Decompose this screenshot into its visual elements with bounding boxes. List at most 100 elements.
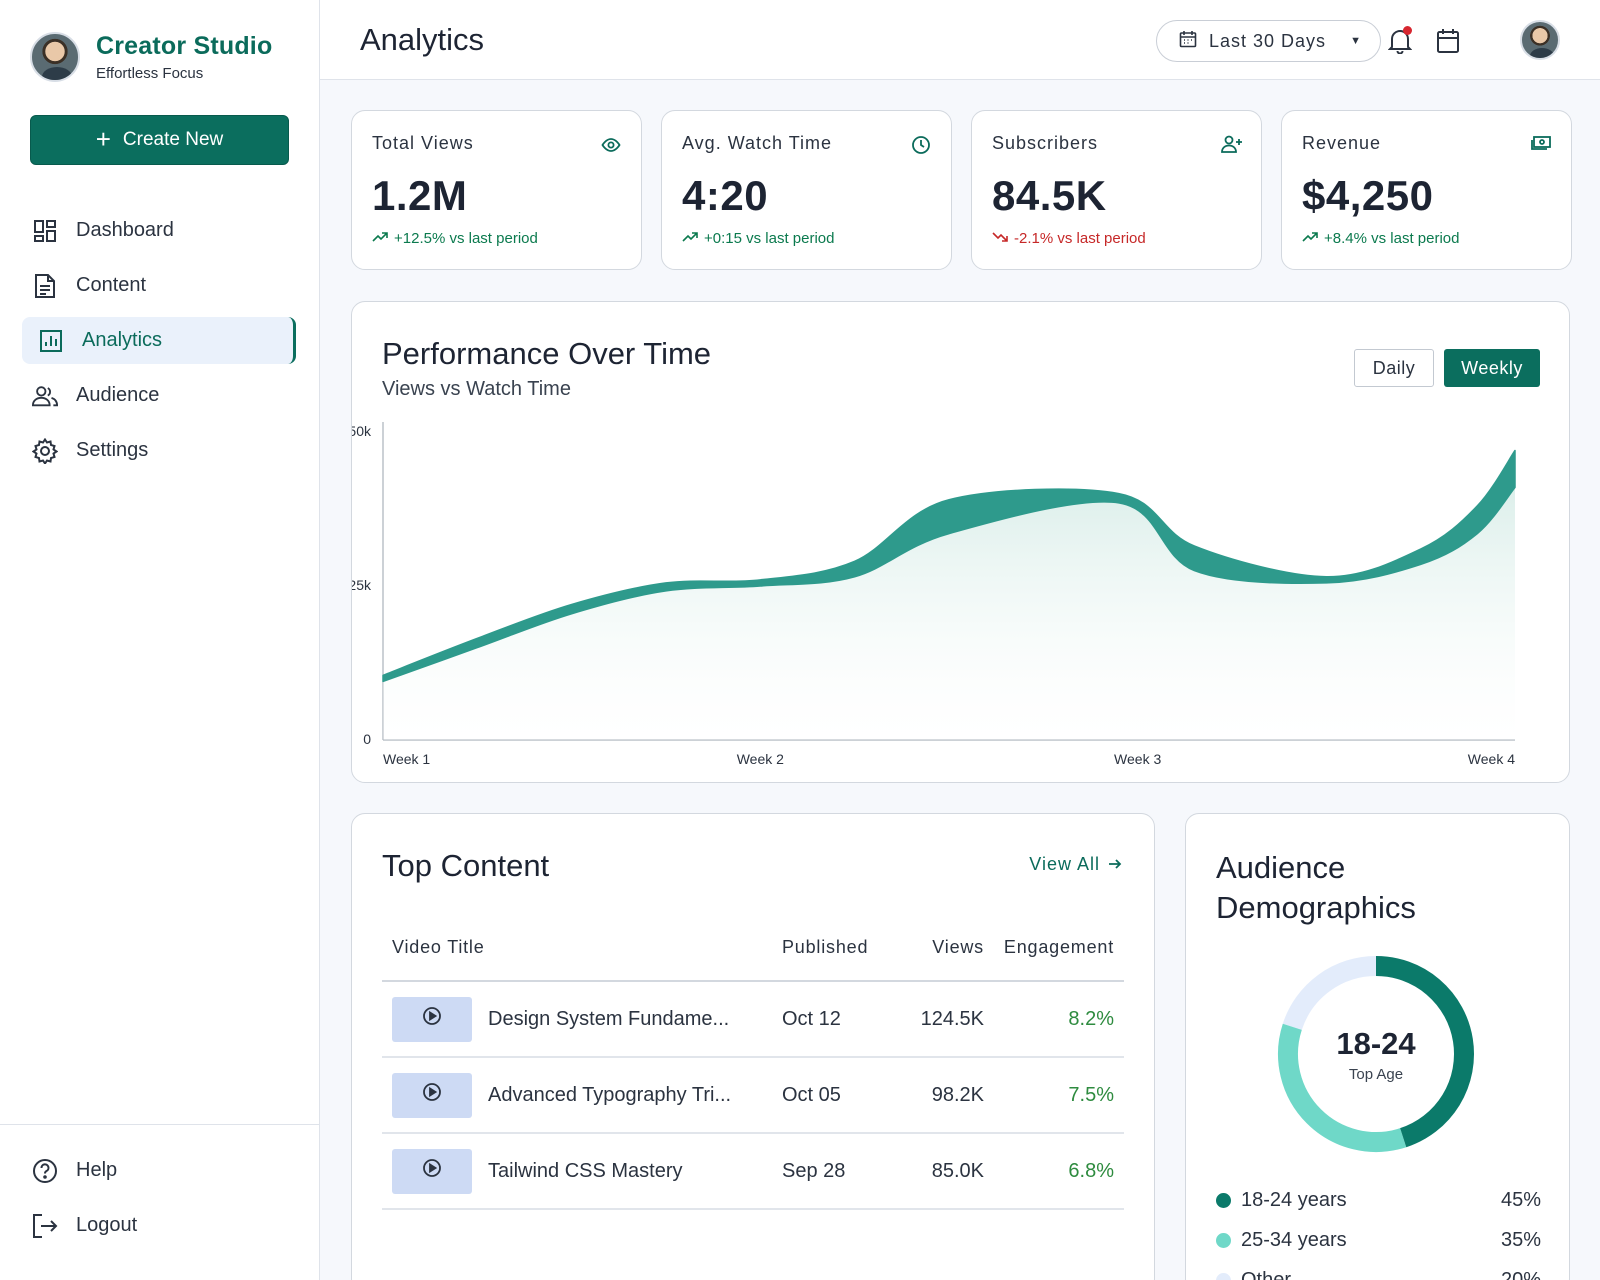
x-tick-label: Week 2 [737,751,784,767]
y-tick-label: 25k [352,577,372,593]
play-icon [422,1082,442,1108]
column-header[interactable]: Engagement [1003,936,1114,957]
gear-icon [32,437,58,464]
stat-delta: -2.1% vs last period [992,230,1239,247]
brand-subtitle: Effortless Focus [96,65,204,82]
stat-label: Total Views [372,133,474,153]
legend-dot [1216,1192,1231,1208]
donut-segment [1282,956,1377,1031]
avatar [30,32,80,82]
views-count: 98.2K [931,1083,984,1106]
stat-delta: +0:15 vs last period [682,230,929,247]
toggle-weekly-button[interactable]: Weekly [1444,349,1540,387]
top-content-table: Video Title Published Views Engagement D… [382,914,1124,1210]
document-icon [32,273,58,299]
stat-delta-text: +12.5% vs last period [394,230,538,247]
stat-label: Subscribers [992,133,1099,153]
views-count: 85.0K [931,1159,984,1182]
legend-item: Other 20% [1216,1260,1541,1280]
area-fill [383,487,1515,740]
toggle-daily-button[interactable]: Daily [1354,349,1434,387]
trend-down-icon [992,230,1008,247]
views-count: 124.5K [920,1007,984,1030]
legend-label: Other [1241,1268,1292,1280]
divider [0,1124,320,1125]
legend-dot [1216,1272,1231,1280]
column-header[interactable]: Published [782,936,869,957]
table-header: Video Title Published Views Engagement [382,914,1124,982]
create-new-label: Create New [122,129,224,150]
play-icon [422,1158,442,1184]
stat-value: 4:20 [682,172,769,219]
stat-delta: +8.4% vs last period [1302,230,1549,247]
series-band [382,449,1516,683]
sidebar-footer: Help Logout [32,1147,137,1257]
x-tick-label: Week 4 [1468,751,1515,767]
video-thumbnail[interactable] [392,1148,472,1194]
table-row[interactable]: Advanced Typography Tri... Oct 05 98.2K … [382,1058,1124,1134]
video-title-cell: Tailwind CSS Mastery [382,1148,782,1194]
brand: Creator Studio Effortless Focus [30,32,272,82]
sidebar-item-audience[interactable]: Audience [22,372,296,419]
eye-icon [601,135,621,155]
trend-up-icon [1302,230,1318,247]
video-title-cell: Design System Fundame... [382,996,782,1042]
sidebar-item-label: Audience [76,384,160,406]
y-tick-label: 0 [363,731,371,747]
avatar [1520,20,1560,60]
legend-percent: 35% [1500,1228,1541,1251]
chart-title: Performance Over Time [382,336,712,371]
user-avatar-button[interactable] [1520,20,1560,60]
video-title-cell: Advanced Typography Tri... [382,1072,782,1118]
video-title: Tailwind CSS Mastery [488,1159,683,1182]
sidebar-item-content[interactable]: Content [22,262,296,309]
sidebar-item-label: Logout [76,1214,138,1236]
sidebar-item-logout[interactable]: Logout [32,1202,137,1249]
stat-card-revenue: Revenue $4,250 +8.4% vs last period [1281,110,1572,270]
logout-icon [32,1213,58,1239]
caret-down-icon: ▼ [1350,35,1362,47]
top-content-card: Top Content View All Video Title Publish… [351,813,1155,1280]
demographics-title: Audience Demographics [1216,850,1416,925]
table-row[interactable]: Tailwind CSS Mastery Sep 28 85.0K 6.8% [382,1134,1124,1210]
stat-label: Revenue [1302,133,1382,153]
stat-value: 84.5K [992,172,1107,219]
table-row[interactable]: Design System Fundame... Oct 12 124.5K 8… [382,982,1124,1058]
create-new-button[interactable]: + Create New [30,115,289,165]
audience-demographics-card: Audience Demographics 18-24 Top Age 18-2… [1185,813,1570,1280]
legend-percent: 45% [1500,1188,1541,1211]
dashboard-icon [32,218,58,244]
demographics-legend: 18-24 years 45% 25-34 years 35% Other 20… [1216,1180,1541,1280]
column-header[interactable]: Views [932,936,984,957]
top-header: Analytics Last 30 Days ▼ [320,0,1600,80]
sidebar-item-help[interactable]: Help [32,1147,137,1194]
sidebar: Creator Studio Effortless Focus + Create… [0,0,320,1280]
sidebar-item-analytics[interactable]: Analytics [22,317,296,364]
stat-label: Avg. Watch Time [682,133,833,153]
legend-dot [1216,1232,1231,1248]
video-thumbnail[interactable] [392,996,472,1042]
audience-icon [32,383,58,409]
stat-value: 1.2M [372,172,468,219]
date-range-value: Last 30 Days [1209,30,1327,51]
calendar-icon[interactable] [1433,26,1463,56]
performance-chart: 50k 25k 0 Week 1 Week 2 Week 3 Week 4 [352,422,1516,767]
date-range-select[interactable]: Last 30 Days ▼ [1156,20,1381,62]
notification-bell-icon[interactable] [1385,26,1415,56]
demographics-donut-chart [1278,956,1474,1152]
view-all-link[interactable]: View All [1029,854,1122,875]
money-icon [1531,135,1551,155]
view-all-label: View All [1029,854,1100,874]
column-header[interactable]: Video Title [392,936,485,957]
top-content-title: Top Content [382,848,550,883]
donut-center: 18-24 Top Age [1276,954,1476,1154]
legend-percent: 20% [1500,1268,1541,1280]
sidebar-item-settings[interactable]: Settings [22,427,296,474]
video-thumbnail[interactable] [392,1072,472,1118]
performance-chart-card: Performance Over Time Views vs Watch Tim… [351,301,1570,783]
stat-card-avg-watch-time: Avg. Watch Time 4:20 +0:15 vs last perio… [661,110,952,270]
donut-segment [1278,1023,1407,1152]
sidebar-item-dashboard[interactable]: Dashboard [22,207,296,254]
stat-delta-text: +8.4% vs last period [1324,230,1460,247]
legend-item: 25-34 years 35% [1216,1220,1541,1260]
